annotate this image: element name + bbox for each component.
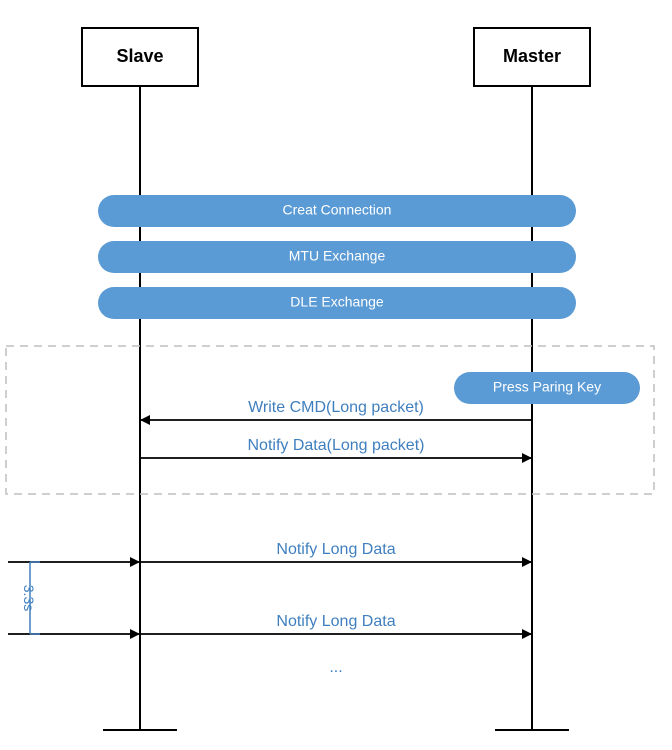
- phase-bar-label-1: MTU Exchange: [289, 248, 386, 264]
- master-label: Master: [503, 46, 561, 66]
- message-label-2: Notify Long Data: [276, 541, 395, 558]
- interval-brace-label: 3.3s: [21, 585, 37, 611]
- phase-bar-label-2: DLE Exchange: [290, 294, 384, 310]
- message-label-1: Notify Data(Long packet): [248, 437, 425, 454]
- message-label-0: Write CMD(Long packet): [248, 399, 424, 416]
- phase-bar-label-0: Creat Connection: [283, 202, 392, 218]
- press-pairing-key-label: Press Paring Key: [493, 379, 601, 395]
- ellipsis-label: ...: [329, 659, 342, 676]
- message-label-3: Notify Long Data: [276, 613, 395, 630]
- slave-label: Slave: [116, 46, 163, 66]
